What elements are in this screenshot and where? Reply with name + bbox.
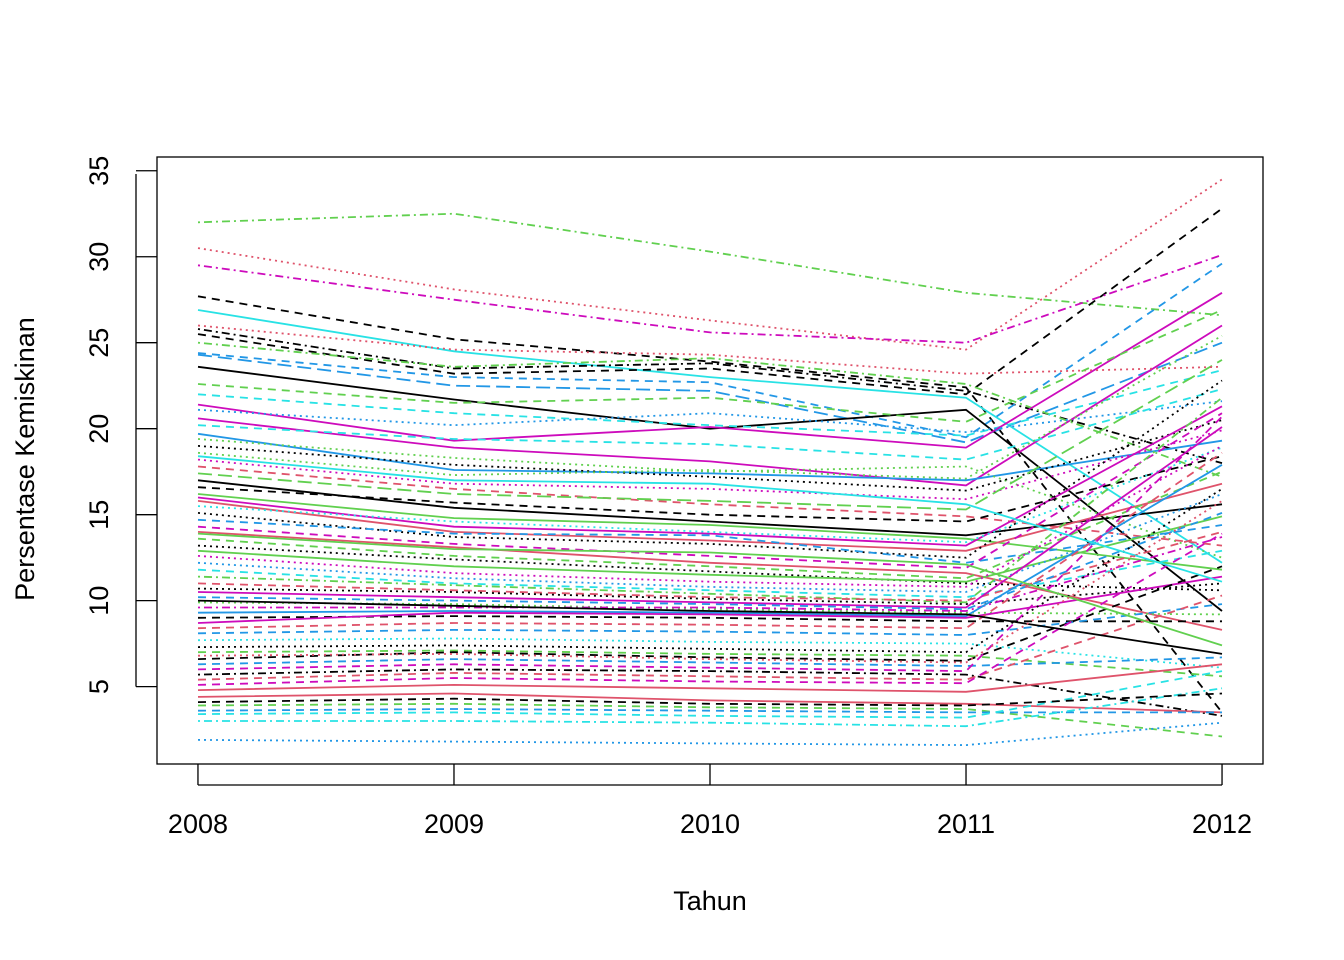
series-line [197,532,1223,686]
y-tick-label: 20 [84,414,114,444]
series-line [197,309,1223,423]
series-line [197,702,1223,738]
series-line [197,692,1223,714]
series-line [197,549,1223,599]
series-layer [197,178,1223,747]
series-line [197,426,1223,609]
series-line [197,405,1223,547]
y-tick-label: 30 [84,242,114,272]
series-line [197,656,1223,667]
series-line [197,670,1223,719]
series-line [197,649,1223,678]
series-line [197,601,1223,616]
series-line [197,565,1223,662]
series-line [197,582,1223,606]
series-line [197,396,1223,604]
series-line [197,324,1223,487]
y-tick-label: 35 [84,156,114,186]
series-line [197,178,1223,351]
y-axis: 5 10 15 20 25 30 35 [84,156,157,694]
series-line [197,692,1223,707]
series-line [197,532,1223,647]
x-tick-label: 2008 [168,809,228,839]
y-tick-label: 5 [84,679,114,694]
series-line [197,479,1223,537]
series-line [197,455,1223,583]
x-axis: 2008 2009 2010 2011 2012 [168,764,1252,839]
series-line [197,663,1223,693]
series-line [198,687,1223,728]
series-line [197,518,1223,564]
series-line [197,412,1223,569]
x-tick-label: 2012 [1192,809,1252,839]
series-line [197,603,1223,636]
series-line [197,254,1223,344]
series-line [197,512,1223,611]
series-line [197,470,1223,580]
series-line [197,599,1223,655]
series-line [197,379,1223,559]
series-line [197,369,1223,437]
y-tick-label: 10 [84,586,114,616]
series-line [197,365,1223,612]
series-line [197,482,1223,552]
y-tick-label: 15 [84,500,114,530]
series-line [197,207,1223,396]
series-line [197,721,1223,747]
series-line [197,515,1223,583]
series-line [197,359,1223,511]
y-axis-label: Persentase Kemiskinan [10,317,40,601]
series-line [197,262,1223,439]
x-tick-label: 2010 [680,809,740,839]
series-line [197,594,1223,681]
y-tick-label: 25 [84,328,114,358]
series-line [197,309,1223,564]
series-line [197,416,1223,673]
series-line [197,708,1222,714]
series-line [197,292,1223,449]
series-line [197,438,1223,559]
series-line [197,668,1223,717]
x-tick-label: 2011 [937,809,995,839]
series-line [197,465,1223,547]
x-tick-label: 2009 [424,809,484,839]
series-line [197,493,1223,571]
series-line [197,575,1223,624]
series-line [197,432,1223,482]
series-line [197,328,1223,464]
series-line [197,446,1223,544]
series-line [197,452,1223,630]
x-axis-label: Tahun [673,886,747,916]
series-line [197,295,1223,713]
series-line [197,464,1223,618]
series-line [197,455,1223,523]
series-line [197,388,1223,461]
series-line [197,341,1223,444]
series-line [197,341,1223,478]
series-line [197,212,1223,317]
